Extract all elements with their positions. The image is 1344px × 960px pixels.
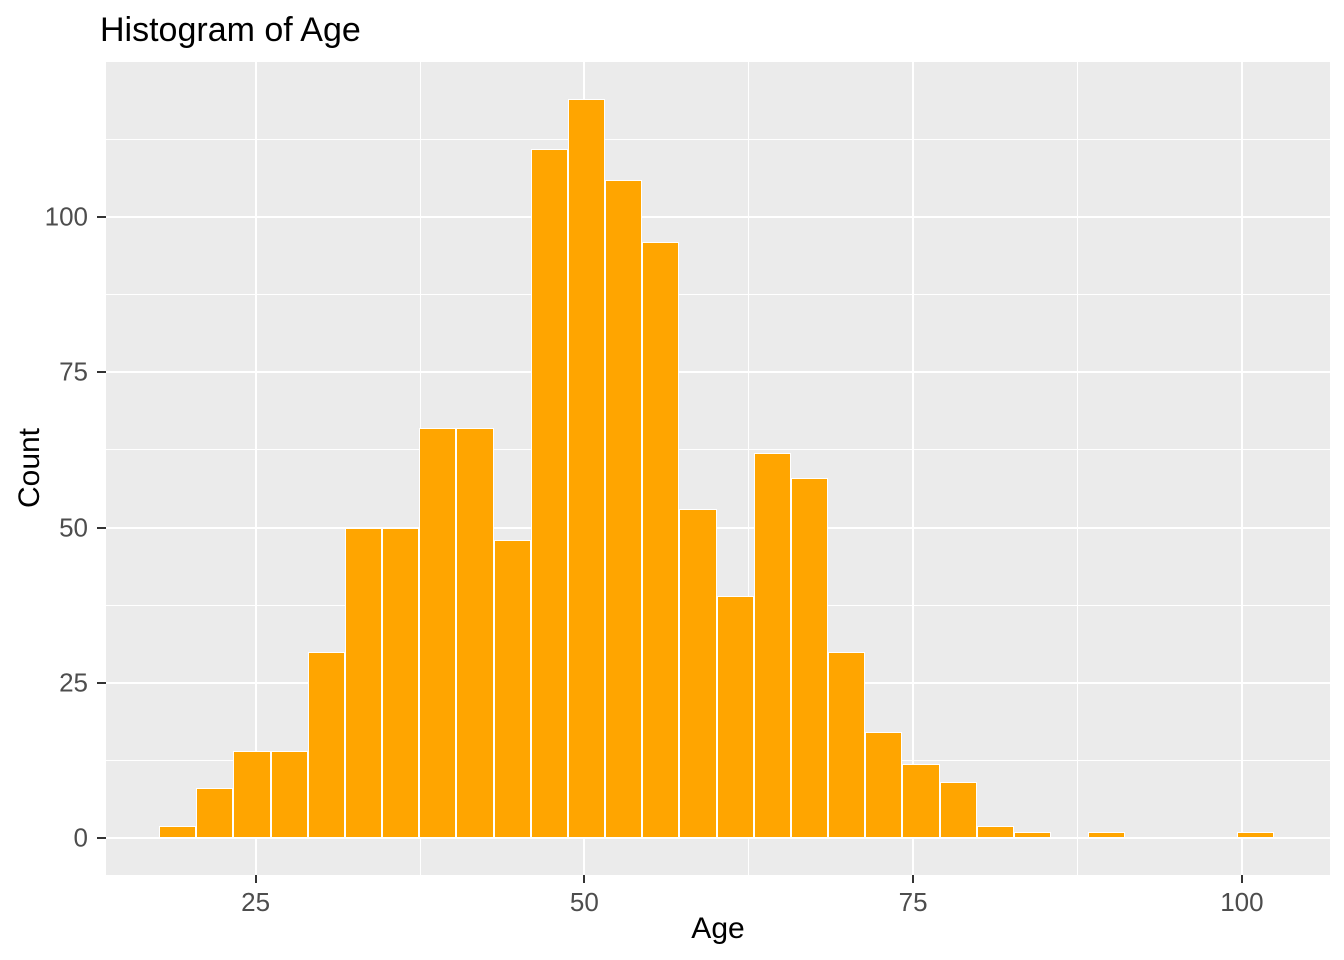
x-tick-label: 100 bbox=[1220, 887, 1264, 917]
histogram-bar bbox=[1236, 831, 1274, 839]
histogram-bar bbox=[233, 751, 271, 839]
histogram-bar bbox=[270, 751, 308, 839]
y-axis-tick bbox=[97, 837, 106, 840]
histogram-bar bbox=[642, 241, 680, 839]
y-tick-label: 100 bbox=[44, 201, 88, 232]
histogram-bar bbox=[344, 527, 383, 839]
histogram-bar bbox=[307, 651, 345, 839]
histogram-bar bbox=[679, 508, 717, 839]
y-axis-title: Count bbox=[13, 427, 46, 509]
x-tick-label: 25 bbox=[241, 887, 271, 917]
y-axis-tick bbox=[97, 681, 106, 684]
histogram-bar bbox=[828, 651, 866, 839]
x-axis-tick bbox=[254, 875, 257, 883]
y-major-gridline bbox=[106, 526, 1330, 529]
histogram-bar bbox=[902, 763, 940, 839]
x-tick-label: 75 bbox=[898, 887, 928, 917]
histogram-bar bbox=[159, 825, 197, 839]
x-major-gridline bbox=[912, 62, 915, 875]
y-axis-tick bbox=[97, 526, 106, 529]
y-minor-gridline bbox=[106, 449, 1330, 451]
y-major-gridline bbox=[106, 837, 1330, 840]
x-tick-label: 50 bbox=[569, 887, 599, 917]
histogram-bar bbox=[605, 179, 643, 839]
y-major-gridline bbox=[106, 215, 1330, 218]
histogram-bar bbox=[530, 148, 568, 839]
histogram-bar bbox=[1013, 831, 1051, 839]
histogram-bar bbox=[976, 825, 1014, 839]
histogram-bar bbox=[753, 452, 791, 839]
plot-title: Histogram of Age bbox=[100, 11, 361, 49]
plot-panel bbox=[106, 62, 1330, 875]
y-axis-tick bbox=[97, 215, 106, 218]
histogram-bar bbox=[865, 732, 903, 839]
y-axis-tick bbox=[97, 371, 106, 374]
x-major-gridline bbox=[254, 62, 257, 875]
histogram-bar bbox=[567, 98, 606, 839]
histogram-bar bbox=[939, 782, 977, 839]
x-minor-gridline bbox=[748, 62, 750, 875]
histogram-bar bbox=[419, 428, 457, 839]
histogram-bar bbox=[1088, 831, 1126, 839]
histogram-bar bbox=[196, 788, 234, 839]
y-tick-label: 25 bbox=[59, 667, 88, 698]
y-minor-gridline bbox=[106, 294, 1330, 296]
y-tick-label: 50 bbox=[59, 512, 88, 542]
x-major-gridline bbox=[1240, 62, 1243, 875]
histogram-bar bbox=[382, 527, 420, 839]
histogram-bar bbox=[456, 428, 494, 839]
x-axis-tick bbox=[583, 875, 586, 883]
y-major-gridline bbox=[106, 371, 1330, 374]
x-axis-title: Age bbox=[691, 912, 745, 945]
histogram-bar bbox=[790, 477, 829, 839]
y-tick-label: 0 bbox=[73, 822, 88, 853]
x-axis-tick bbox=[1240, 875, 1243, 883]
histogram-bar bbox=[493, 539, 531, 839]
x-minor-gridline bbox=[1077, 62, 1079, 875]
y-minor-gridline bbox=[106, 138, 1330, 140]
histogram-bar bbox=[716, 595, 754, 839]
x-axis-tick bbox=[912, 875, 915, 883]
y-tick-label: 75 bbox=[59, 356, 88, 387]
